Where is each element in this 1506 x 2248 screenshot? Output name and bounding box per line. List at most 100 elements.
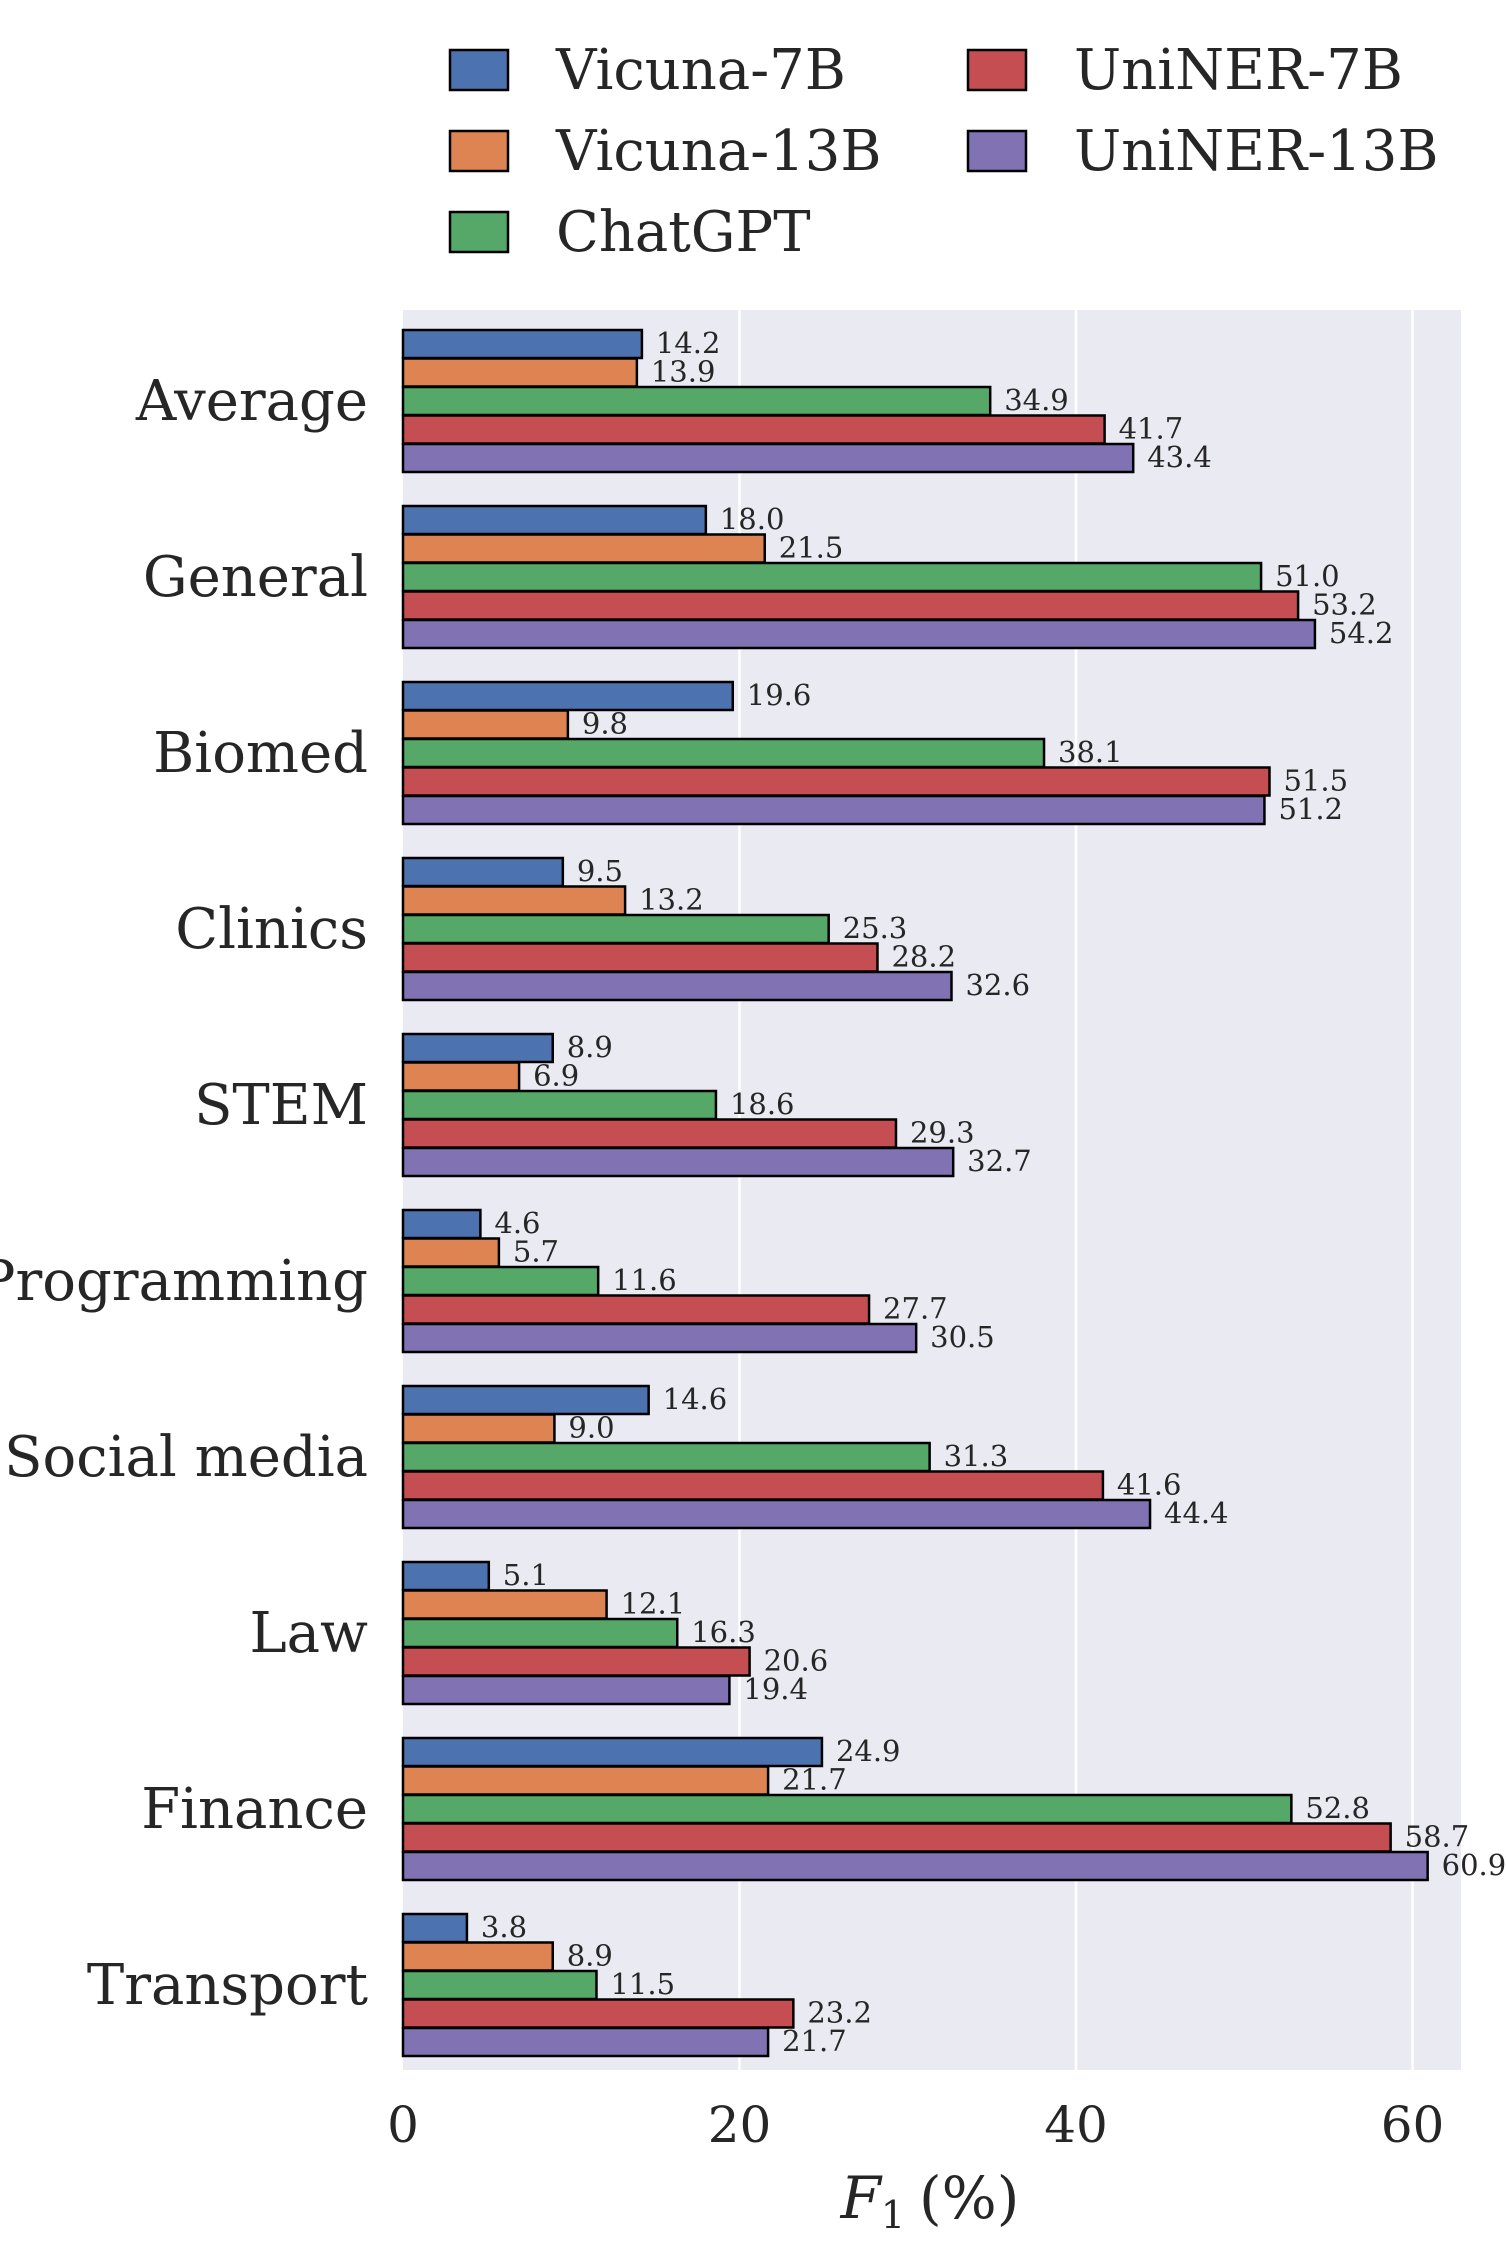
bar-biomed-uniner-7b <box>401 766 1271 797</box>
y-label-general: General <box>143 545 368 610</box>
value-label-social-media-uniner-7b: 41.6 <box>1117 1468 1182 1502</box>
value-label-social-media-vicuna-7b: 14.6 <box>663 1382 728 1416</box>
x-tick-label-40: 40 <box>1044 2096 1108 2154</box>
value-label-average-vicuna-13b: 13.9 <box>651 355 716 389</box>
value-label-finance-uniner-13b: 60.9 <box>1442 1848 1506 1882</box>
value-label-programming-vicuna-7b: 4.6 <box>494 1206 540 1240</box>
bars <box>401 328 1429 2058</box>
bar-biomed-chatgpt <box>401 737 1046 769</box>
bar-clinics-uniner-13b <box>401 970 953 1002</box>
value-label-clinics-uniner-13b: 32.6 <box>965 968 1030 1002</box>
y-label-stem: STEM <box>194 1073 368 1138</box>
legend-swatch-vicuna-7b <box>448 48 510 92</box>
bar-average-vicuna-13b <box>401 357 639 388</box>
value-label-average-chatgpt: 34.9 <box>1004 383 1069 417</box>
value-label-clinics-uniner-7b: 28.2 <box>891 940 956 974</box>
value-label-transport-uniner-7b: 23.2 <box>807 1996 872 2030</box>
x-axis-tick-labels: 0 20 40 60 <box>387 2096 1444 2154</box>
value-label-social-media-uniner-13b: 44.4 <box>1164 1496 1229 1530</box>
bar-law-uniner-13b <box>401 1674 731 1706</box>
value-label-transport-vicuna-13b: 8.9 <box>567 1939 613 1973</box>
legend-swatch-vicuna-13b <box>448 129 510 173</box>
bar-average-uniner-13b <box>401 442 1135 474</box>
value-label-stem-vicuna-13b: 6.9 <box>533 1059 579 1093</box>
value-label-finance-uniner-7b: 58.7 <box>1405 1820 1470 1854</box>
x-axis-label: F1 (%) <box>840 2164 1020 2237</box>
value-label-programming-chatgpt: 11.6 <box>612 1263 677 1297</box>
bar-transport-uniner-7b <box>401 1998 795 2029</box>
x-axis-label-main: F <box>840 2164 883 2232</box>
bar-biomed-vicuna-7b <box>401 680 735 712</box>
legend-swatch-uniner-7b <box>966 48 1028 92</box>
legend: Vicuna-7B Vicuna-13B ChatGPT UniNER-7B UniNE… <box>448 38 1439 265</box>
bar-general-uniner-7b <box>401 590 1300 621</box>
bar-programming-chatgpt <box>401 1265 600 1297</box>
value-label-finance-vicuna-13b: 21.7 <box>782 1763 847 1797</box>
value-label-average-vicuna-7b: 14.2 <box>656 326 721 360</box>
bar-social-media-vicuna-13b <box>401 1413 556 1444</box>
value-label-biomed-vicuna-7b: 19.6 <box>747 678 812 712</box>
bar-clinics-uniner-7b <box>401 942 879 973</box>
bar-average-vicuna-7b <box>401 328 644 360</box>
value-label-general-vicuna-13b: 21.5 <box>779 531 844 565</box>
bar-clinics-chatgpt <box>401 913 830 945</box>
bar-average-uniner-7b <box>401 414 1106 445</box>
bar-social-media-chatgpt <box>401 1441 931 1473</box>
y-label-social-media: Social media <box>4 1425 368 1490</box>
value-label-programming-vicuna-13b: 5.7 <box>513 1235 559 1269</box>
y-label-law: Law <box>249 1601 368 1666</box>
value-label-biomed-uniner-13b: 51.2 <box>1278 792 1343 826</box>
value-label-law-vicuna-7b: 5.1 <box>503 1558 549 1592</box>
value-label-clinics-vicuna-13b: 13.2 <box>639 883 704 917</box>
y-label-biomed: Biomed <box>153 721 368 786</box>
value-labels: 14.213.9 34.9 41.743.4 18.021.5 51.053.254.2… <box>481 326 1506 2058</box>
value-label-programming-uniner-7b: 27.7 <box>883 1292 948 1326</box>
bar-law-chatgpt <box>401 1617 679 1649</box>
value-label-law-chatgpt: 16.3 <box>691 1615 756 1649</box>
value-label-biomed-vicuna-13b: 9.8 <box>582 707 628 741</box>
value-label-general-vicuna-7b: 18.0 <box>720 502 785 536</box>
legend-swatch-uniner-13b <box>966 129 1028 173</box>
value-label-stem-uniner-7b: 29.3 <box>910 1116 975 1150</box>
bar-stem-vicuna-13b <box>401 1061 521 1092</box>
value-label-average-uniner-13b: 43.4 <box>1147 440 1212 474</box>
value-label-general-chatgpt: 51.0 <box>1275 559 1340 593</box>
bar-clinics-vicuna-13b <box>401 885 627 916</box>
bar-general-uniner-13b <box>401 618 1317 650</box>
bar-programming-vicuna-7b <box>401 1208 482 1240</box>
value-label-finance-chatgpt: 52.8 <box>1305 1791 1370 1825</box>
bar-finance-uniner-7b <box>401 1822 1392 1853</box>
value-label-stem-uniner-13b: 32.7 <box>967 1144 1032 1178</box>
value-label-biomed-chatgpt: 38.1 <box>1058 735 1123 769</box>
bar-finance-vicuna-7b <box>401 1736 824 1768</box>
bar-clinics-vicuna-7b <box>401 856 565 888</box>
bar-programming-uniner-13b <box>401 1322 918 1354</box>
bar-general-vicuna-7b <box>401 504 708 536</box>
value-label-social-media-chatgpt: 31.3 <box>944 1439 1009 1473</box>
bar-general-chatgpt <box>401 561 1263 593</box>
x-tick-label-60: 60 <box>1381 2096 1445 2154</box>
y-label-clinics: Clinics <box>175 897 368 962</box>
value-label-law-vicuna-13b: 12.1 <box>621 1587 686 1621</box>
legend-label-chatgpt: ChatGPT <box>556 200 811 265</box>
bar-stem-uniner-13b <box>401 1146 955 1178</box>
legend-label-uniner-13b: UniNER-13B <box>1074 119 1439 184</box>
bar-law-vicuna-13b <box>401 1589 608 1620</box>
value-label-law-uniner-13b: 19.4 <box>743 1672 808 1706</box>
value-label-clinics-vicuna-7b: 9.5 <box>577 854 623 888</box>
bar-law-uniner-7b <box>401 1646 751 1677</box>
bar-social-media-vicuna-7b <box>401 1384 650 1416</box>
value-label-finance-vicuna-7b: 24.9 <box>836 1734 901 1768</box>
legend-label-vicuna-13b: Vicuna-13B <box>555 119 882 184</box>
bar-transport-vicuna-7b <box>401 1912 469 1944</box>
bar-social-media-uniner-7b <box>401 1470 1105 1501</box>
value-label-law-uniner-7b: 20.6 <box>764 1644 829 1678</box>
bar-general-vicuna-13b <box>401 533 766 564</box>
value-label-general-uniner-13b: 54.2 <box>1329 616 1394 650</box>
bar-biomed-uniner-13b <box>401 794 1266 826</box>
value-label-transport-chatgpt: 11.5 <box>610 1967 675 2001</box>
value-label-social-media-vicuna-13b: 9.0 <box>568 1411 614 1445</box>
bar-average-chatgpt <box>401 385 992 417</box>
y-label-programming: Programming <box>0 1249 368 1314</box>
